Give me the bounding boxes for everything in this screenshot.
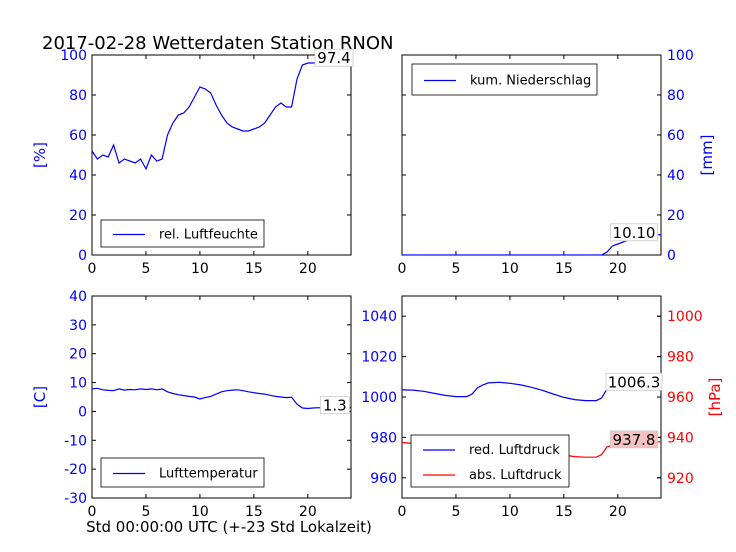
y-tick-label: 1000 xyxy=(361,390,397,406)
x-tick-label: 0 xyxy=(398,261,407,277)
y2-tick-label: 920 xyxy=(667,471,694,487)
y-tick-label: 80 xyxy=(667,88,685,104)
last-value-box xyxy=(610,430,658,449)
x-tick-label: 15 xyxy=(555,261,573,277)
x-tick-label: 5 xyxy=(141,261,150,277)
y-tick-label: 980 xyxy=(370,430,397,446)
x-axis-caption: Std 00:00:00 UTC (+-23 Std Lokalzeit) xyxy=(86,518,372,536)
chart-title: 2017-02-28 Wetterdaten Station RNON xyxy=(42,33,393,54)
legend-label: abs. Luftdruck xyxy=(469,468,562,483)
x-tick-label: 15 xyxy=(555,504,573,520)
legend-label: red. Luftdruck xyxy=(469,443,560,458)
humidity-panel: 0 5 10 15 20 0 20 40 60 80 100 [%] rel. Luftfeuchte 9… xyxy=(31,48,354,277)
y-axis-label: [C] xyxy=(31,386,49,408)
series-line-0 xyxy=(92,387,351,410)
y-tick-label: 20 xyxy=(69,347,87,363)
last-value-box xyxy=(610,223,658,242)
legend-label: rel. Luftfeuchte xyxy=(159,228,258,243)
temperature-panel: 0 5 10 15 20 -30 -20 -10 0 10 20 30 40 [C] Lufttempera… xyxy=(31,289,352,520)
x-tick-label: 0 xyxy=(398,504,407,520)
last-value-label: 937.8 xyxy=(613,431,656,449)
last-value-label: 1006.3 xyxy=(608,373,661,391)
last-value-box xyxy=(319,396,350,415)
x-tick-label: 0 xyxy=(88,504,97,520)
precipitation-panel: 0 5 10 15 20 0 20 40 60 80 100 [mm] kum. Niederschla… xyxy=(398,48,716,277)
y2-tick-label: 960 xyxy=(667,390,694,406)
x-tick-label: 10 xyxy=(191,504,209,520)
legend-label: Lufttemperatur xyxy=(159,467,258,482)
legend-box xyxy=(410,434,570,488)
y-tick-label: 1040 xyxy=(361,309,397,325)
y-tick-label: 100 xyxy=(667,48,694,64)
legend-label: kum. Niederschlag xyxy=(470,74,591,89)
x-tick-label: 0 xyxy=(88,261,97,277)
series-line-0 xyxy=(92,59,351,171)
x-tick-label: 10 xyxy=(501,261,519,277)
x-tick-label: 10 xyxy=(191,261,209,277)
x-tick-label: 20 xyxy=(299,261,317,277)
y-tick-label: -10 xyxy=(64,433,87,449)
x-tick-label: 20 xyxy=(609,504,627,520)
y-axis-label: [hPa] xyxy=(706,378,724,417)
y-tick-label: 960 xyxy=(370,471,397,487)
x-tick-label: 5 xyxy=(451,261,460,277)
y-tick-label: 0 xyxy=(78,248,87,264)
y2-tick-label: 940 xyxy=(667,430,694,446)
x-tick-label: 5 xyxy=(141,504,150,520)
y-tick-label: 80 xyxy=(69,88,87,104)
y-tick-label: -20 xyxy=(64,462,87,478)
y-tick-label: 40 xyxy=(667,168,685,184)
x-tick-label: 15 xyxy=(245,504,263,520)
x-tick-label: 15 xyxy=(245,261,263,277)
y-tick-label: 40 xyxy=(69,168,87,184)
plot-frame xyxy=(91,295,352,499)
x-tick-label: 5 xyxy=(451,504,460,520)
y-axis-label: [%] xyxy=(31,142,49,168)
y-tick-label: 30 xyxy=(69,318,87,334)
last-value-label: 1.3 xyxy=(323,397,347,415)
y-tick-label: 40 xyxy=(69,289,87,305)
y2-tick-label: 980 xyxy=(667,350,694,366)
y-tick-label: 20 xyxy=(69,208,87,224)
y-tick-label: 1020 xyxy=(361,350,397,366)
last-value-box xyxy=(605,372,663,391)
plot-frame xyxy=(91,54,352,256)
legend-box xyxy=(411,63,598,96)
last-value-box xyxy=(314,48,354,67)
last-value-label: 10.10 xyxy=(613,224,656,242)
y-axis-label: [mm] xyxy=(698,135,716,176)
pressure-panel: 0 5 10 15 20 960 980 1000 1020 1040 920 940 960 980 10… xyxy=(361,295,724,520)
last-value-label: 97.4 xyxy=(317,49,350,67)
y-tick-label: 60 xyxy=(667,128,685,144)
y-tick-label: 100 xyxy=(60,48,87,64)
y-tick-label: 10 xyxy=(69,376,87,392)
y2-tick-label: 1000 xyxy=(667,309,703,325)
legend-box xyxy=(100,219,265,248)
y-tick-label: 0 xyxy=(667,248,676,264)
x-tick-label: 10 xyxy=(501,504,519,520)
x-tick-label: 20 xyxy=(609,261,627,277)
y-tick-label: 60 xyxy=(69,128,87,144)
y-tick-label: 20 xyxy=(667,208,685,224)
legend-box xyxy=(100,457,265,488)
y-tick-label: -30 xyxy=(64,491,87,507)
y-tick-label: 0 xyxy=(78,404,87,420)
x-tick-label: 20 xyxy=(299,504,317,520)
